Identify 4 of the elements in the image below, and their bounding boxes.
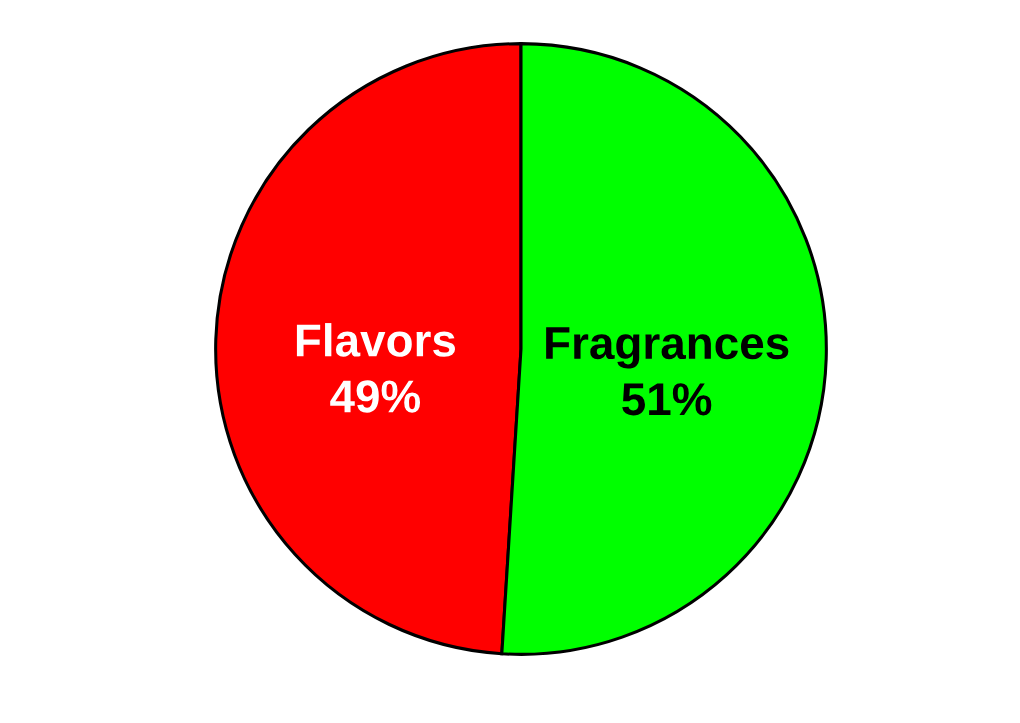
slice-label: Flavors: [296, 323, 456, 357]
slice-label: Fragrances: [546, 327, 789, 369]
data-label: 49%: [330, 380, 421, 413]
data-label: 51%: [622, 383, 712, 416]
